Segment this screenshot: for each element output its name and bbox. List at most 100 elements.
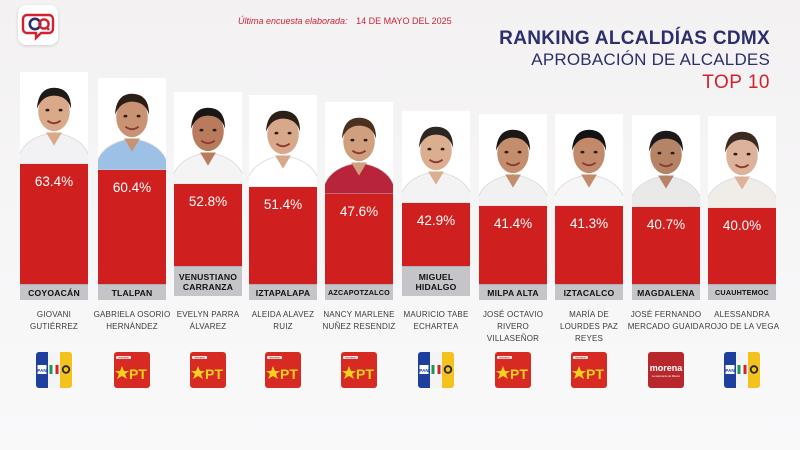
- mayor-photo-art: [479, 114, 547, 206]
- pan-pri-prd-logo-icon: PAN: [418, 352, 454, 388]
- svg-text:PAN: PAN: [419, 368, 428, 373]
- chart-header: RANKING ALCALDÍAS CDMX APROBACIÓN DE ALC…: [499, 28, 770, 96]
- mayor-name: NANCY MARLENE NUÑEZ RESENDIZ: [322, 310, 396, 331]
- cq-chat-logo-icon: [18, 5, 58, 45]
- mayor-photo-art: [402, 111, 470, 203]
- svg-text:PT: PT: [510, 366, 528, 382]
- svg-text:morena: morena: [118, 355, 129, 359]
- mayor-photo: [708, 116, 776, 208]
- party-logo: morena PT: [190, 352, 226, 388]
- mayor-photo: [632, 115, 700, 207]
- morena-pt-logo-icon: morena PT: [265, 352, 301, 388]
- mayor-photo: [174, 92, 242, 184]
- alcaldia-label: MAGDALENA: [632, 284, 700, 300]
- approval-value-label: 40.0%: [722, 218, 762, 233]
- morena-pt-logo-icon: morena PT: [495, 352, 531, 388]
- mayor-column: 41.4% MILPA ALTA JOSÉ OCTAVIO RIVERO VILLA…: [479, 0, 547, 450]
- party-logo: morena PT: [341, 352, 377, 388]
- mayor-photo-art: [708, 116, 776, 208]
- mayor-photo-art: [20, 72, 88, 164]
- chart-subtitle: APROBACIÓN DE ALCALDES: [531, 50, 770, 69]
- mayor-name: GIOVANI GUTIÉRREZ: [29, 310, 79, 331]
- mayor-photo: [479, 114, 547, 206]
- survey-date-line: Última encuesta elaborada: 14 DE MAYO DE…: [238, 16, 452, 26]
- approval-value-label: 42.9%: [416, 213, 456, 228]
- approval-bar: [325, 194, 393, 284]
- morena-pt-logo-icon: morena PT: [190, 352, 226, 388]
- mayor-name: MARÍA DE LOURDES PAZ REYES: [559, 310, 619, 343]
- alcaldia-label: VENUSTIANO CARRANZA: [174, 266, 242, 296]
- approval-value-label: 51.4%: [263, 197, 303, 212]
- morena-pt-logo-icon: morena PT: [114, 352, 150, 388]
- mayor-photo-art: [325, 102, 393, 194]
- chart-title: RANKING ALCALDÍAS CDMX: [499, 28, 770, 49]
- svg-text:morena: morena: [650, 363, 684, 373]
- alcaldia-label: CUAUHTEMOC: [708, 284, 776, 300]
- mayor-name: ALEIDA ALAVEZ RUIZ: [251, 310, 315, 331]
- alcaldia-label: COYOACÁN: [20, 284, 88, 300]
- svg-text:PT: PT: [586, 366, 604, 382]
- mayor-column: 47.6% AZCAPOTZALCO NANCY MARLENE NUÑEZ RES…: [322, 0, 395, 450]
- svg-text:morena: morena: [194, 355, 205, 359]
- mayor-name: EVELYN PARRA ÁLVAREZ: [176, 310, 240, 331]
- svg-text:La esperanza de México: La esperanza de México: [652, 374, 681, 378]
- approval-bar: [249, 187, 317, 284]
- mayor-photo-art: [249, 95, 317, 187]
- mayor-name: GABRIELA OSORIO HERNÁNDEZ: [93, 310, 171, 331]
- mayor-photo: [325, 102, 393, 194]
- svg-text:morena: morena: [345, 355, 356, 359]
- party-logo: morena PT: [114, 352, 150, 388]
- svg-text:morena: morena: [499, 355, 510, 359]
- mayor-column: 42.9% MIGUEL HIDALGO MAURICIO TABE ECHARTE…: [402, 0, 470, 450]
- mayor-name: JOSÉ OCTAVIO RIVERO VILLASEÑOR: [482, 310, 544, 343]
- survey-date: 14 DE MAYO DEL 2025: [356, 16, 452, 26]
- mayor-column: 63.4% COYOACÁN GIOVANI GUTIÉRREZ PAN: [20, 0, 88, 450]
- approval-value-label: 52.8%: [188, 194, 228, 209]
- mayor-column: 41.3% IZTACALCO MARÍA DE LOURDES PAZ REYES…: [555, 0, 623, 450]
- mayor-photo: [402, 111, 470, 203]
- approval-value-label: 41.4%: [493, 216, 533, 231]
- mayor-photo: [98, 78, 166, 170]
- alcaldia-label: AZCAPOTZALCO: [325, 284, 393, 300]
- mayor-column: 60.4% TLALPAN GABRIELA OSORIO HERNÁNDEZ mo…: [94, 0, 170, 450]
- svg-text:PT: PT: [356, 366, 374, 382]
- party-logo: morena PT: [571, 352, 607, 388]
- approval-bar: [20, 164, 88, 284]
- svg-text:PT: PT: [129, 366, 147, 382]
- party-logo: PAN: [418, 352, 454, 388]
- alcaldia-label: IZTACALCO: [555, 284, 623, 300]
- party-logo: morena La esperanza de México: [648, 352, 684, 388]
- alcaldia-label: MILPA ALTA: [479, 284, 547, 300]
- morena-logo-icon: morena La esperanza de México: [648, 352, 684, 388]
- mayor-photo: [20, 72, 88, 164]
- approval-bar: [632, 207, 700, 284]
- approval-bar: [555, 206, 623, 284]
- mayor-photo: [555, 114, 623, 206]
- svg-text:PT: PT: [280, 366, 298, 382]
- svg-text:morena: morena: [575, 355, 586, 359]
- approval-value-label: 40.7%: [646, 217, 686, 232]
- svg-text:PT: PT: [205, 366, 223, 382]
- approval-value-label: 60.4%: [112, 180, 152, 195]
- morena-pt-logo-icon: morena PT: [571, 352, 607, 388]
- alcaldia-label: TLALPAN: [98, 284, 166, 300]
- mayor-photo-art: [555, 114, 623, 206]
- alcaldia-label: IZTAPALAPA: [249, 284, 317, 300]
- mayor-column: 51.4% IZTAPALAPA ALEIDA ALAVEZ RUIZ morena…: [249, 0, 317, 450]
- svg-text:PAN: PAN: [725, 368, 734, 373]
- morena-pt-logo-icon: morena PT: [341, 352, 377, 388]
- mayor-column: 40.7% MAGDALENA JOSÉ FERNANDO MERCADO GUAI…: [628, 0, 704, 450]
- mayor-photo-art: [98, 78, 166, 170]
- mayor-name: MAURICIO TABE ECHARTEA: [403, 310, 469, 331]
- approval-value-label: 41.3%: [569, 216, 609, 231]
- approval-bar: [98, 170, 166, 284]
- party-logo: PAN: [36, 352, 72, 388]
- mayor-photo: [249, 95, 317, 187]
- approval-value-label: 63.4%: [34, 174, 74, 189]
- alcaldia-label: MIGUEL HIDALGO: [402, 266, 470, 296]
- mayor-photo-art: [174, 92, 242, 184]
- mayor-column: 40.0% CUAUHTEMOC ALESSANDRA ROJO DE LA VEG…: [705, 0, 779, 450]
- mayor-name: ALESSANDRA ROJO DE LA VEGA: [704, 310, 780, 331]
- svg-text:PAN: PAN: [37, 368, 46, 373]
- pan-pri-prd-logo-icon: PAN: [36, 352, 72, 388]
